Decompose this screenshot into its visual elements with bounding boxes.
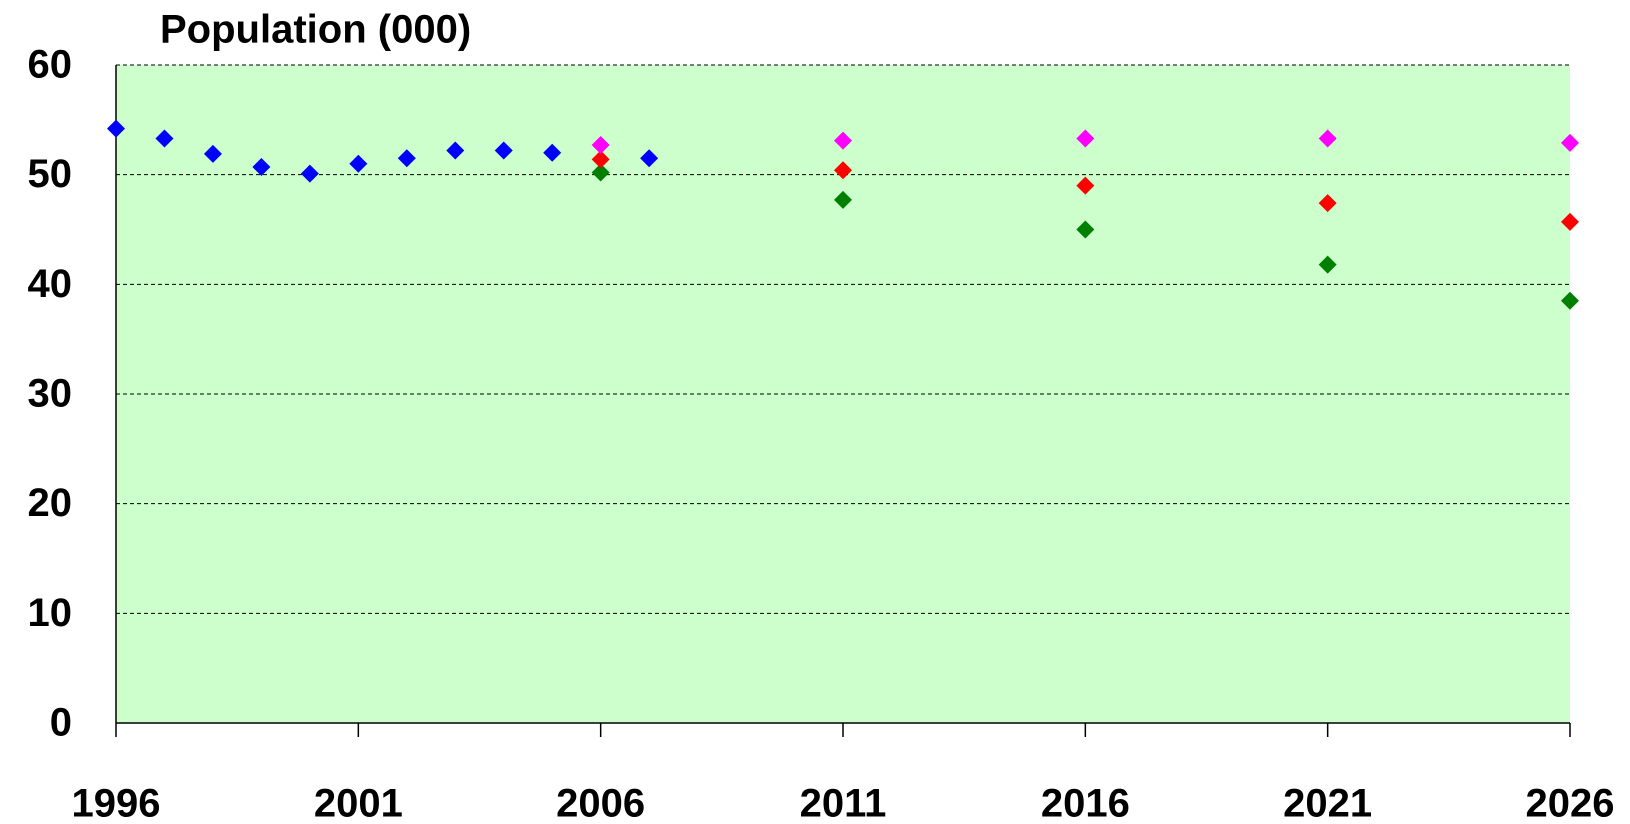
point bbox=[349, 154, 368, 173]
point bbox=[1076, 220, 1095, 239]
point bbox=[591, 150, 610, 169]
y-tick-label: 20 bbox=[28, 481, 73, 525]
y-tick-label: 0 bbox=[50, 701, 72, 745]
point bbox=[543, 143, 562, 162]
point bbox=[107, 119, 125, 138]
x-tick-label: 2021 bbox=[1283, 782, 1372, 824]
point bbox=[1318, 129, 1337, 148]
point bbox=[1318, 255, 1337, 274]
y-tick-label: 60 bbox=[28, 43, 73, 87]
point bbox=[1318, 194, 1337, 213]
point bbox=[300, 164, 319, 183]
point bbox=[252, 157, 271, 176]
point bbox=[1561, 212, 1579, 231]
x-tick-label: 2001 bbox=[314, 782, 403, 824]
point bbox=[591, 136, 610, 155]
point bbox=[640, 149, 659, 168]
y-tick-label: 50 bbox=[28, 152, 73, 196]
point bbox=[591, 163, 610, 182]
x-tick-label: 1996 bbox=[72, 782, 161, 824]
y-tick-label: 40 bbox=[28, 262, 73, 306]
x-tick-label: 2011 bbox=[800, 782, 887, 824]
point bbox=[1076, 176, 1095, 195]
x-tick-label: 2016 bbox=[1041, 782, 1130, 824]
point bbox=[1561, 291, 1579, 310]
x-tick-label: 2026 bbox=[1526, 782, 1615, 824]
y-tick-label: 10 bbox=[28, 591, 73, 635]
chart-title: Population (000) bbox=[160, 8, 471, 52]
point bbox=[1076, 129, 1095, 148]
point bbox=[203, 144, 222, 163]
point bbox=[834, 131, 852, 150]
y-tick-label: 30 bbox=[28, 372, 73, 416]
point bbox=[397, 149, 416, 168]
point bbox=[494, 141, 513, 160]
point bbox=[1561, 133, 1579, 152]
x-tick-label: 2006 bbox=[556, 782, 645, 824]
point bbox=[834, 161, 852, 180]
point bbox=[446, 141, 465, 160]
point bbox=[155, 129, 174, 148]
point bbox=[834, 190, 852, 209]
